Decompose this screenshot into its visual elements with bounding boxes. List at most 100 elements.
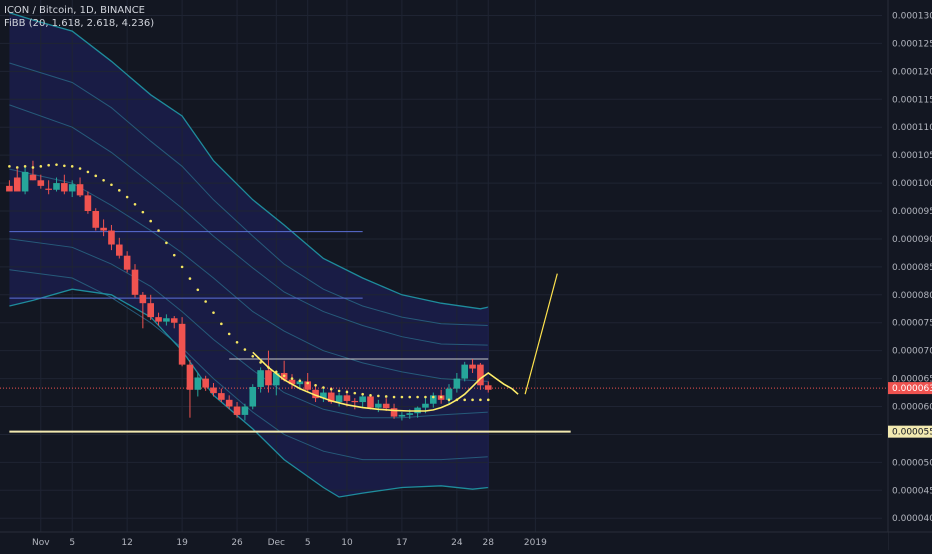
candle-body <box>131 269 139 295</box>
candle <box>92 208 100 231</box>
sar-dot <box>23 165 27 168</box>
candle-body <box>163 318 170 322</box>
sar-dot <box>337 389 341 393</box>
candle <box>139 292 147 329</box>
sar-dot <box>196 288 200 292</box>
sar-dot <box>251 354 255 358</box>
sar-dot <box>47 163 50 167</box>
candle-body <box>178 323 186 365</box>
candle-body <box>257 370 264 387</box>
candle <box>61 174 68 195</box>
candle <box>147 294 154 320</box>
sar-dot <box>235 340 239 344</box>
candle-body <box>406 413 414 415</box>
candle-body <box>241 406 249 415</box>
candle <box>477 362 484 390</box>
candle <box>37 174 45 189</box>
candle <box>155 312 162 326</box>
sar-dot <box>125 195 129 199</box>
sar-dot <box>31 166 35 169</box>
candle-body <box>233 406 241 415</box>
band-upper-line <box>9 12 489 310</box>
sar-dot <box>157 229 160 232</box>
sar-dot <box>172 253 176 257</box>
candle-body <box>382 403 390 409</box>
sar-dot <box>322 386 325 389</box>
band-fill-layer <box>9 12 489 497</box>
band-upper-2-line <box>9 62 489 326</box>
x-tick-label: 5 <box>305 538 311 548</box>
candle-body <box>186 364 194 390</box>
y-tick-label: 0.0000700 <box>892 347 932 357</box>
sar-dot <box>86 170 90 174</box>
candle-body <box>445 388 453 400</box>
sar-dot <box>439 395 443 399</box>
sar-dot <box>384 395 388 398</box>
candle <box>312 384 319 403</box>
candle <box>359 395 366 408</box>
support-price-label: 0.0000555 <box>892 428 932 438</box>
candle-body <box>84 195 92 212</box>
candle-body <box>304 381 311 390</box>
candle <box>320 386 327 403</box>
sar-dot <box>486 398 490 402</box>
candle-body <box>335 395 343 403</box>
candle <box>398 412 406 421</box>
horizontal-lines-layer <box>0 231 888 433</box>
candle-body <box>100 227 107 231</box>
x-tick-label: 10 <box>341 538 353 548</box>
support-price-label-bg <box>888 425 932 438</box>
sar-layer <box>8 163 490 402</box>
candle <box>186 360 194 418</box>
candle-body <box>265 370 272 386</box>
sar-dot <box>78 167 82 170</box>
cup-curve-layer <box>252 273 558 412</box>
sar-dot <box>55 163 58 166</box>
sar-dot <box>165 241 168 245</box>
sar-dot <box>392 395 396 399</box>
candle-body <box>202 378 209 388</box>
candle-body <box>61 183 68 192</box>
candle-body <box>469 364 476 369</box>
candle-body <box>116 244 123 256</box>
projection-line <box>524 273 558 395</box>
candle-body <box>343 395 351 401</box>
candle-body <box>398 414 406 417</box>
candle <box>225 395 233 410</box>
sar-dot <box>479 398 482 402</box>
sar-dot <box>361 392 364 396</box>
candle <box>163 314 170 326</box>
candle <box>390 403 398 419</box>
candle-body <box>155 317 162 322</box>
candle <box>202 375 209 391</box>
y-tick-label: 0.0000900 <box>892 235 932 245</box>
sar-dot <box>180 265 184 269</box>
candle-body <box>37 180 45 186</box>
candle <box>382 398 390 411</box>
sar-dot <box>39 165 43 168</box>
candle-body <box>453 378 461 389</box>
sar-dot <box>118 189 121 192</box>
candle-body <box>312 389 319 399</box>
candle-body <box>147 303 154 318</box>
candle <box>453 373 461 393</box>
candle <box>351 398 359 410</box>
sar-dot <box>70 165 74 168</box>
x-tick-label: 5 <box>69 538 75 548</box>
sar-dot <box>298 379 302 383</box>
candle-body <box>288 379 296 385</box>
candle <box>84 191 92 214</box>
x-tick-label: 19 <box>176 538 188 548</box>
price-axis-background <box>888 0 932 550</box>
y-tick-label: 0.0001000 <box>892 179 932 189</box>
candle-body <box>296 381 304 385</box>
candle <box>68 180 76 198</box>
candle <box>178 317 186 367</box>
sar-dot <box>314 383 317 387</box>
candle-body <box>461 364 468 379</box>
x-tick-label: 26 <box>231 538 243 548</box>
sar-dot <box>243 348 247 351</box>
sar-dot <box>306 381 310 385</box>
